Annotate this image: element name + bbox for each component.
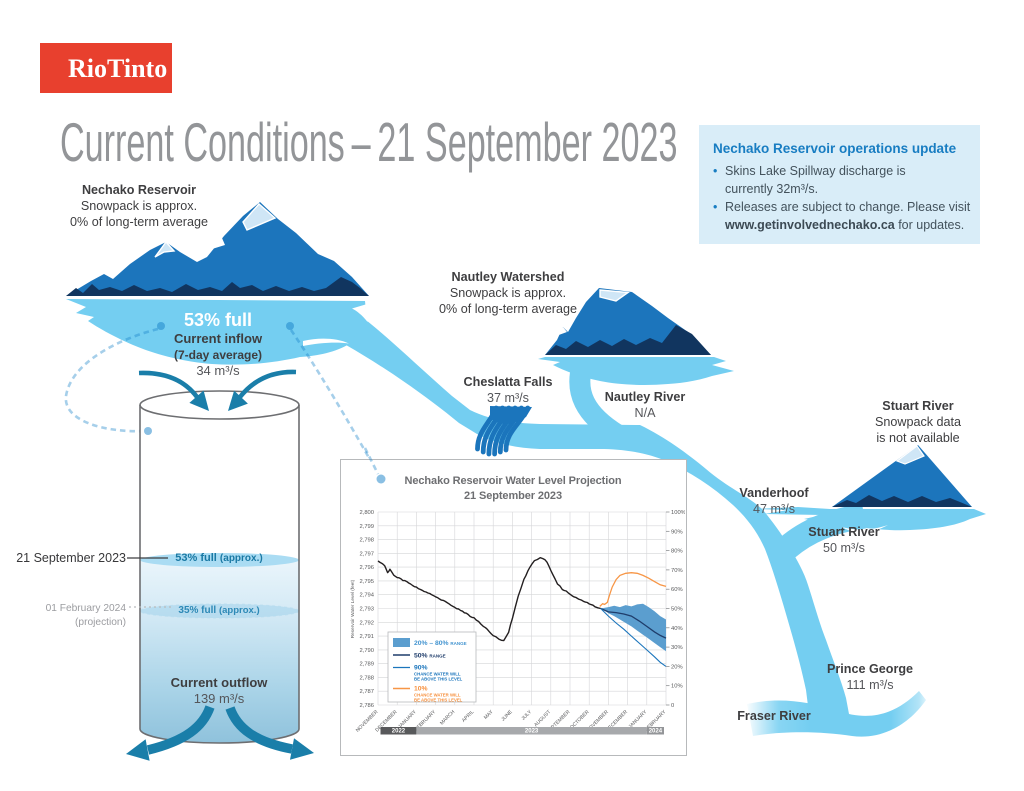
svg-text:2,789: 2,789: [359, 662, 374, 668]
svg-text:2,793: 2,793: [359, 607, 374, 613]
svg-text:10%: 10%: [671, 684, 683, 690]
svg-text:APRIL: APRIL: [461, 709, 476, 724]
svg-text:90%: 90%: [671, 529, 683, 535]
svg-text:2,799: 2,799: [359, 524, 374, 530]
svg-text:MARCH: MARCH: [439, 709, 456, 726]
svg-text:30%: 30%: [671, 645, 683, 651]
svg-text:2022: 2022: [392, 729, 406, 735]
svg-text:20%: 20%: [671, 664, 683, 670]
svg-text:2,798: 2,798: [359, 538, 374, 544]
svg-text:CHANCE WATER WILL: CHANCE WATER WILL: [414, 672, 461, 677]
svg-text:70%: 70%: [671, 568, 683, 574]
svg-text:60%: 60%: [671, 587, 683, 593]
svg-text:2,796: 2,796: [359, 565, 374, 571]
svg-text:2,794: 2,794: [359, 593, 374, 599]
svg-text:50% RANGE: 50% RANGE: [414, 653, 446, 660]
svg-text:2,797: 2,797: [359, 551, 374, 557]
svg-text:MAY: MAY: [483, 709, 495, 721]
svg-text:0: 0: [671, 703, 674, 709]
svg-text:2,788: 2,788: [359, 675, 374, 681]
svg-text:Reservoir Water Level (feet): Reservoir Water Level (feet): [350, 579, 355, 638]
svg-text:90%: 90%: [414, 665, 428, 672]
svg-text:2,787: 2,787: [359, 689, 374, 695]
svg-text:2,791: 2,791: [359, 634, 374, 640]
svg-text:AUGUST: AUGUST: [533, 709, 552, 728]
svg-text:2,800: 2,800: [359, 510, 374, 516]
svg-text:2,786: 2,786: [359, 703, 374, 709]
svg-text:2024: 2024: [649, 729, 663, 735]
svg-text:40%: 40%: [671, 626, 683, 632]
svg-text:80%: 80%: [671, 549, 683, 555]
svg-text:2,790: 2,790: [359, 648, 374, 654]
svg-text:50%: 50%: [671, 607, 683, 613]
svg-text:2,795: 2,795: [359, 579, 374, 585]
svg-text:JULY: JULY: [520, 709, 533, 722]
svg-text:JUNE: JUNE: [500, 709, 514, 723]
svg-text:10%: 10%: [414, 686, 428, 693]
svg-text:2023: 2023: [525, 729, 539, 735]
svg-text:100%: 100%: [671, 510, 685, 516]
svg-text:BE ABOVE THIS LEVEL: BE ABOVE THIS LEVEL: [414, 677, 463, 682]
svg-text:20% – 80% RANGE: 20% – 80% RANGE: [414, 640, 467, 647]
svg-text:CHANCE WATER WILL: CHANCE WATER WILL: [414, 693, 461, 698]
svg-text:2,792: 2,792: [359, 620, 374, 626]
svg-text:BE ABOVE THIS LEVEL: BE ABOVE THIS LEVEL: [414, 698, 463, 703]
